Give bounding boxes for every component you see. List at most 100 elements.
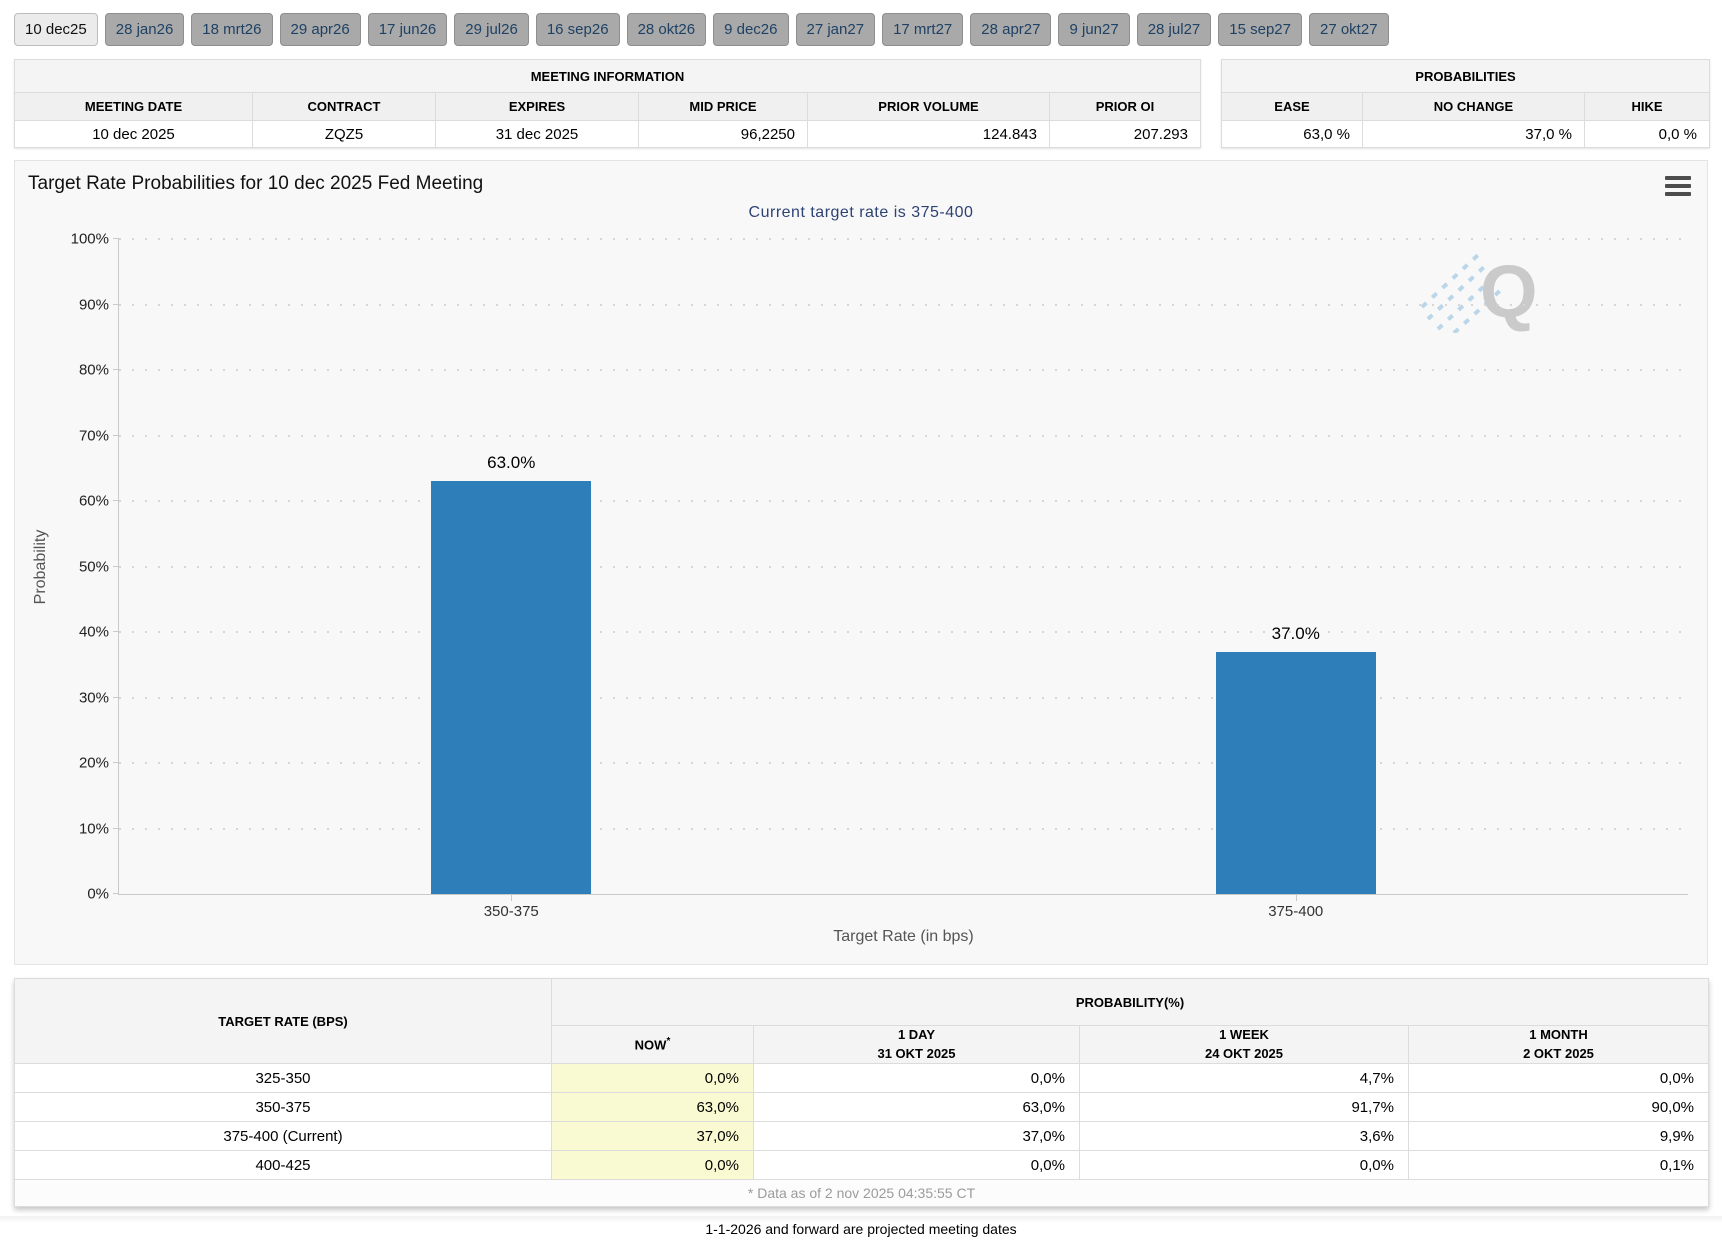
tab-28-jul27[interactable]: 28 jul27 (1136, 13, 1212, 46)
tab-29-apr26[interactable]: 29 apr26 (279, 13, 361, 46)
y-tick-label: 70% (78, 427, 109, 444)
rate-label: 325-350 (14, 1063, 552, 1093)
meeting-information-title: MEETING INFORMATION (14, 59, 1201, 93)
y-tick-label: 10% (78, 820, 109, 837)
tab-9-dec26[interactable]: 9 dec26 (713, 13, 789, 46)
header-prior-oi: PRIOR OI (1049, 92, 1201, 121)
one-day-value: 0,0% (753, 1150, 1080, 1180)
tab-27-jan27[interactable]: 27 jan27 (795, 13, 876, 46)
data-as-of-row: * Data as of 2 nov 2025 04:35:55 CT (13, 1179, 1710, 1207)
chart-export-menu-icon[interactable] (1665, 176, 1691, 196)
one-week-value: 91,7% (1079, 1092, 1409, 1122)
rate-label: 375-400 (Current) (14, 1121, 552, 1151)
y-tick-label: 20% (78, 754, 109, 772)
bar-350-375[interactable] (431, 481, 592, 894)
no-change-value: 37,0 % (1362, 120, 1585, 148)
y-tick-label: 50% (78, 558, 109, 575)
probability-history-table: TARGET RATE (BPS) PROBABILITY(%) NOW* 1 … (13, 978, 1710, 1207)
header-probability-group: PROBABILITY(%) (550, 978, 1710, 1026)
bar-value-label: 37.0% (1271, 623, 1320, 643)
gridline (119, 565, 1688, 568)
gridline (119, 500, 1688, 502)
bar-375-400[interactable] (1215, 651, 1376, 894)
header-mid-price: MID PRICE (638, 92, 808, 121)
tab-16-sep26[interactable]: 16 sep26 (535, 13, 620, 46)
header-1-month: 1 MONTH 2 OKT 2025 (1407, 1025, 1710, 1064)
header-1-day: 1 DAY 31 OKT 2025 (753, 1025, 1080, 1064)
gridline (119, 238, 1688, 240)
one-month-value: 90,0% (1407, 1092, 1710, 1122)
gridline (119, 631, 1688, 633)
projected-dates-note: 1-1-2026 and forward are projected meeti… (0, 1216, 1722, 1237)
tab-17-mrt27[interactable]: 17 mrt27 (882, 13, 964, 46)
target-rate-probability-chart: Target Rate Probabilities for 10 dec 202… (14, 160, 1708, 965)
y-tick-label: 40% (78, 623, 109, 641)
one-month-value: 0,0% (1407, 1063, 1710, 1093)
x-axis-title: Target Rate (in bps) (833, 928, 974, 945)
gridline (119, 303, 1688, 306)
y-tick-label: 90% (78, 296, 109, 313)
tab-18-mrt26[interactable]: 18 mrt26 (191, 13, 273, 46)
y-tick-mark (113, 631, 119, 632)
y-tick-mark (113, 565, 119, 567)
tab-10-dec25[interactable]: 10 dec25 (14, 13, 98, 46)
y-tick-label: 0% (87, 885, 109, 903)
header-expires: EXPIRES (435, 92, 639, 121)
x-tick-mark (511, 894, 513, 901)
y-tick-mark (113, 827, 119, 829)
ease-value: 63,0 % (1221, 120, 1363, 148)
header-meeting-date: MEETING DATE (14, 92, 253, 121)
x-tick-mark (1295, 894, 1297, 901)
now-asterisk: * (666, 1035, 671, 1047)
gridline (119, 762, 1688, 764)
header-hike: HIKE (1583, 92, 1711, 121)
probabilities-row: 63,0 % 37,0 % 0,0 % (1221, 120, 1711, 148)
gridline (119, 369, 1688, 371)
header-contract: CONTRACT (252, 92, 436, 121)
one-week-value: 4,7% (1079, 1063, 1409, 1093)
x-tick-label: 375-400 (1268, 903, 1324, 920)
meeting-date-tabs: 10 dec25 28 jan26 18 mrt26 29 apr26 17 j… (0, 0, 1722, 46)
contract-value: ZQZ5 (252, 120, 436, 148)
x-tick-label: 350-375 (483, 903, 539, 920)
tab-17-jun26[interactable]: 17 jun26 (367, 13, 448, 46)
tab-28-apr27[interactable]: 28 apr27 (970, 13, 1052, 46)
tab-27-okt27[interactable]: 27 okt27 (1308, 13, 1389, 46)
now-value: 37,0% (551, 1121, 754, 1151)
y-tick-label: 60% (78, 492, 109, 510)
tab-29-jul26[interactable]: 29 jul26 (454, 13, 529, 46)
svg-text:Q: Q (1480, 250, 1538, 333)
header-prior-volume: PRIOR VOLUME (807, 92, 1050, 121)
prior-volume-value: 124.843 (807, 120, 1050, 148)
prior-oi-value: 207.293 (1049, 120, 1201, 148)
table-row-325-350: 325-350 0,0% 0,0% 4,7% 0,0% (14, 1063, 1710, 1093)
chart-title: Target Rate Probabilities for 10 dec 202… (28, 173, 484, 194)
meeting-information-table: MEETING INFORMATION MEETING DATE CONTRAC… (14, 59, 1201, 148)
table-row-350-375: 350-375 63,0% 63,0% 91,7% 90,0% (14, 1092, 1710, 1122)
y-tick-mark (113, 369, 119, 370)
tab-28-jan26[interactable]: 28 jan26 (104, 13, 185, 46)
y-tick-mark (113, 434, 119, 436)
plot-area: Probability Target Rate (in bps) Q 0% 10%… (32, 231, 1688, 945)
rate-label: 350-375 (14, 1092, 552, 1122)
y-tick-mark (113, 238, 119, 239)
tab-15-sep27[interactable]: 15 sep27 (1218, 13, 1302, 46)
now-value: 63,0% (551, 1092, 754, 1122)
now-value: 0,0% (551, 1150, 754, 1180)
header-1-week: 1 WEEK 24 OKT 2025 (1079, 1025, 1409, 1064)
y-tick-label: 100% (70, 230, 109, 248)
one-day-value: 63,0% (753, 1092, 1080, 1122)
table-row-375-400-current: 375-400 (Current) 37,0% 37,0% 3,6% 9,9% (14, 1121, 1710, 1151)
probabilities-table: PROBABILITIES EASE NO CHANGE HIKE 63,0 %… (1220, 59, 1711, 148)
one-month-value: 0,1% (1407, 1150, 1710, 1180)
tab-28-okt26[interactable]: 28 okt26 (626, 13, 707, 46)
tab-9-jun27[interactable]: 9 jun27 (1058, 13, 1130, 46)
quikstrike-watermark-icon: Q (1420, 250, 1538, 333)
chart-subtitle: Current target rate is 375-400 (748, 204, 974, 221)
probabilities-title: PROBABILITIES (1220, 59, 1711, 93)
one-week-value: 3,6% (1079, 1121, 1409, 1151)
one-month-value: 9,9% (1407, 1121, 1710, 1151)
y-tick-mark (113, 893, 119, 894)
y-tick-mark (113, 500, 119, 501)
